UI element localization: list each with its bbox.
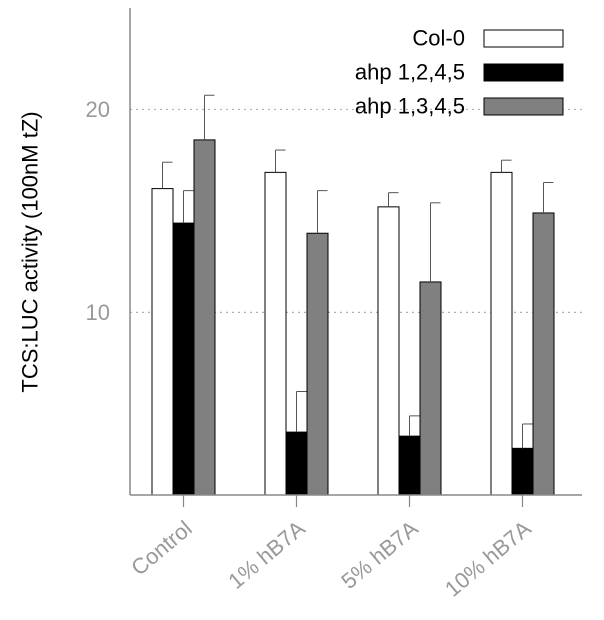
- bar: [285, 431, 308, 496]
- bar: [419, 281, 442, 496]
- legend-swatch: [483, 63, 564, 82]
- x-tick-label: 5% hB7A: [336, 515, 423, 593]
- x-tick-labels: Control 1% hB7A 5% hB7A 10% hB7A: [126, 495, 536, 602]
- bar: [490, 171, 513, 496]
- bar: [264, 171, 287, 496]
- bar: [511, 447, 534, 496]
- legend: Col-0 ahp 1,2,4,5 ahp 1,3,4,5: [355, 26, 564, 119]
- y-tick-labels: 10 20: [86, 97, 110, 325]
- legend-swatch: [483, 29, 564, 48]
- legend-swatch: [483, 97, 564, 116]
- x-tick-label: 1% hB7A: [223, 515, 310, 593]
- x-tick-label: 10% hB7A: [440, 515, 536, 601]
- bars: [151, 139, 555, 496]
- bar: [151, 188, 174, 496]
- bar: [398, 435, 421, 496]
- error-bars: [162, 94, 554, 449]
- legend-label: Col-0: [412, 26, 465, 51]
- legend-label: ahp 1,3,4,5: [355, 94, 465, 119]
- bar: [193, 139, 216, 496]
- legend-label: ahp 1,2,4,5: [355, 60, 465, 85]
- bar: [172, 222, 195, 496]
- y-tick-label: 20: [86, 97, 110, 122]
- bar: [532, 212, 555, 496]
- y-axis-label: TCS:LUC activity (100nM tZ): [18, 111, 43, 392]
- x-tick-label: Control: [126, 516, 196, 581]
- bar: [377, 206, 400, 496]
- bar: [306, 232, 329, 496]
- axes: [129, 8, 582, 496]
- y-tick-label: 10: [86, 300, 110, 325]
